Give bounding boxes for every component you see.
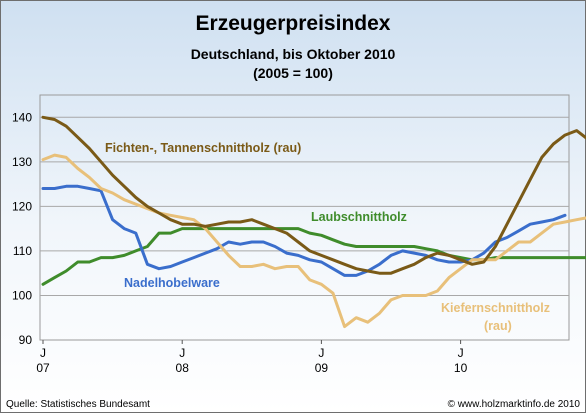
x-tick-label-year: 09 [315, 361, 329, 375]
y-tick-label: 120 [12, 199, 32, 213]
footer-site: © www.holzmarktinfo.de 2010 [448, 399, 581, 410]
chart-subtitle-2: (2005 = 100) [253, 65, 333, 81]
plot-area [39, 94, 570, 341]
x-tick-label-month: J [179, 346, 185, 360]
chart-title: Erzeugerpreisindex [196, 12, 391, 35]
y-tick-label: 110 [13, 244, 32, 258]
label-laubschnittholz: Laubschnittholz [311, 210, 407, 224]
series-line-1 [41, 153, 586, 329]
x-tick-label-year: 10 [454, 361, 468, 375]
x-tick-label-month: J [318, 346, 324, 360]
y-tick-label: 100 [12, 288, 32, 302]
x-tick-label-year: 07 [36, 361, 50, 375]
y-tick-label: 140 [12, 110, 32, 124]
x-tick-label-month: J [40, 346, 46, 360]
series-line-2 [41, 184, 567, 277]
x-tick-label-year: 08 [176, 361, 190, 375]
label-nadelhobelware: Nadelhobelware [124, 276, 220, 290]
chart-subtitle-1: Deutschland, bis Oktober 2010 [191, 46, 396, 62]
grid-lines [40, 116, 569, 296]
series-lines [41, 115, 586, 329]
series-line-0 [41, 115, 586, 275]
label-kiefer-line1: Kiefernschnittholz [441, 301, 550, 315]
x-tick-label-month: J [458, 346, 464, 360]
footer-source: Quelle: Statistisches Bundesamt [6, 399, 150, 410]
y-tick-label: 90 [19, 333, 33, 347]
y-axis-ticks: 90 100 110 120 130 140 [12, 110, 32, 347]
label-kiefer-line2: (rau) [484, 319, 512, 333]
y-tick-label: 130 [12, 155, 32, 169]
label-fichten: Fichten-, Tannenschnittholz (rau) [105, 141, 301, 155]
